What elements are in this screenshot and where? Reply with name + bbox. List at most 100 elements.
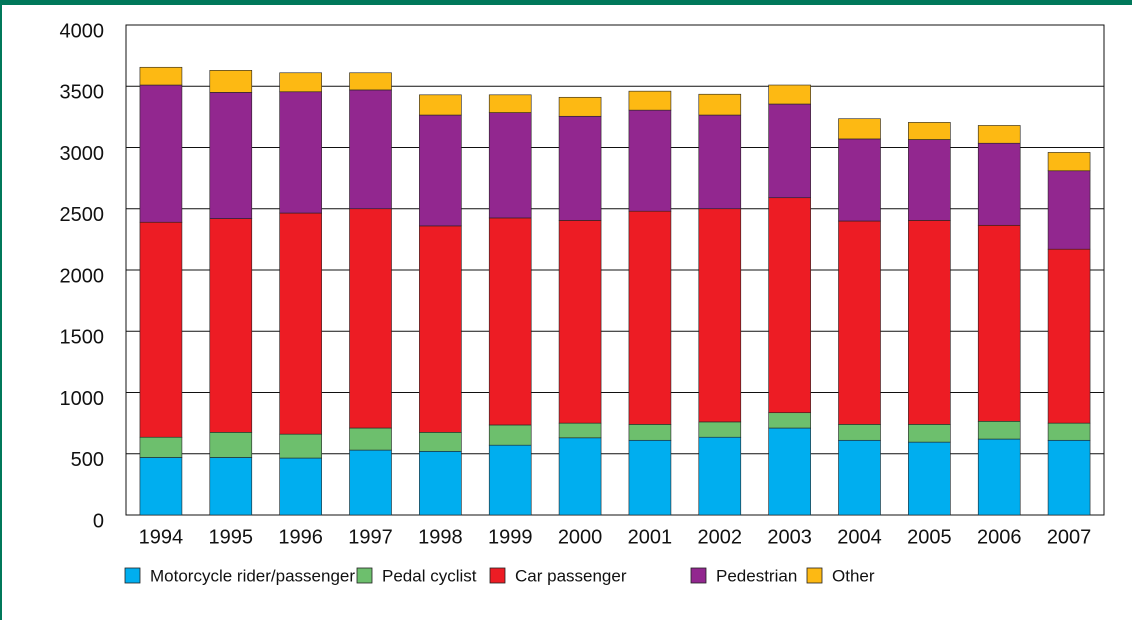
legend-swatch <box>806 567 823 584</box>
bar-segment <box>139 436 183 458</box>
bar-segment <box>139 84 183 223</box>
y-tick-label: 0 <box>93 510 104 532</box>
bar-segment <box>349 449 392 516</box>
bar-segment <box>209 70 253 93</box>
bar-segment <box>977 224 1021 422</box>
bar-segment <box>419 432 462 452</box>
bar-segment <box>908 441 951 516</box>
legend-label: Motorcycle rider/passenger <box>150 566 355 585</box>
y-tick-label: 1500 <box>60 327 105 349</box>
x-tick-label: 1994 <box>139 526 184 548</box>
legend-label: Car passenger <box>515 566 627 585</box>
bar-segment <box>279 212 322 435</box>
bar-segment <box>908 220 951 425</box>
bar-segment <box>279 72 322 93</box>
x-tick-label: 2006 <box>977 526 1022 548</box>
legend-swatch <box>690 567 707 584</box>
bar-segment <box>279 457 322 516</box>
bar-segment <box>838 220 881 425</box>
bar-segment <box>838 118 881 140</box>
bar-segment <box>698 93 742 116</box>
legend-swatch <box>356 567 373 584</box>
bar-segment <box>698 421 742 438</box>
bar-segment <box>768 84 811 105</box>
bar-segment <box>768 412 811 429</box>
bar-segment <box>419 114 462 227</box>
bar-segment <box>768 197 811 414</box>
bar-segment <box>1047 170 1091 250</box>
x-tick-label: 1996 <box>278 526 323 548</box>
x-tick-label: 1997 <box>348 526 393 548</box>
x-tick-label: 2003 <box>767 526 812 548</box>
bar-segment <box>419 450 462 516</box>
x-tick-label: 2007 <box>1047 526 1092 548</box>
x-tick-label: 2002 <box>698 526 743 548</box>
bar-segment <box>349 72 392 91</box>
top-border <box>0 0 1132 5</box>
bar-segment <box>628 90 672 111</box>
bar-segment <box>1047 439 1091 516</box>
bar-segment <box>419 94 462 116</box>
x-tick-label: 2005 <box>907 526 952 548</box>
y-tick-label: 1000 <box>60 388 105 410</box>
y-tick-label: 500 <box>71 449 104 471</box>
bar-segment <box>698 114 742 210</box>
bar-segment <box>838 424 881 441</box>
y-tick-label: 2500 <box>60 204 105 226</box>
bar-segment <box>419 225 462 433</box>
y-tick-label: 4000 <box>60 20 105 42</box>
bar-segment <box>838 138 881 222</box>
x-tick-label: 2004 <box>837 526 882 548</box>
bar-segment <box>1047 248 1091 424</box>
x-tick-label: 1995 <box>209 526 254 548</box>
bar-segment <box>977 420 1021 440</box>
bar-segment <box>209 92 253 219</box>
bar-segment <box>558 115 602 221</box>
bar-segment <box>977 142 1021 226</box>
legend-label: Pedestrian <box>716 566 797 585</box>
x-tick-label: 2001 <box>628 526 673 548</box>
bar-segment <box>698 436 742 516</box>
bar-segment <box>768 103 811 199</box>
bar-segment <box>558 96 602 117</box>
bar-segment <box>977 125 1021 144</box>
legend-label: Other <box>832 566 875 585</box>
y-tick-label: 3500 <box>60 82 105 104</box>
bar-segment <box>488 217 532 426</box>
bar-segment <box>977 438 1021 516</box>
y-tick-label: 2000 <box>60 265 105 287</box>
bar-segment <box>628 210 672 425</box>
x-tick-label: 1999 <box>488 526 533 548</box>
x-tick-label: 2000 <box>558 526 603 548</box>
bar-segment <box>1047 422 1091 441</box>
bar-segment <box>349 427 392 451</box>
legend-label: Pedal cyclist <box>382 566 477 585</box>
bar-segment <box>908 424 951 443</box>
bar-segment <box>139 221 183 438</box>
bar-segment <box>628 439 672 516</box>
legend-swatch <box>124 567 141 584</box>
bar-segment <box>698 208 742 423</box>
bar-segment <box>349 89 392 210</box>
bar-segment <box>209 457 253 516</box>
bar-segment <box>209 432 253 458</box>
bar-segment <box>488 424 532 446</box>
bar-segment <box>558 220 602 424</box>
bar-segment <box>908 122 951 140</box>
bar-segment <box>908 139 951 221</box>
bar-segment <box>209 218 253 433</box>
bar-segment <box>488 94 532 113</box>
bar-segment <box>488 444 532 516</box>
bar-segment <box>768 427 811 516</box>
y-tick-label: 3000 <box>60 143 105 165</box>
bar-segment <box>628 424 672 441</box>
legend-swatch <box>489 567 506 584</box>
bar-segment <box>1047 152 1091 172</box>
bar-segment <box>558 422 602 439</box>
bar-segment <box>558 437 602 516</box>
bar-segment <box>349 208 392 429</box>
bar-segment <box>488 112 532 219</box>
bar-segment <box>279 433 322 459</box>
bar-segment <box>139 66 183 86</box>
